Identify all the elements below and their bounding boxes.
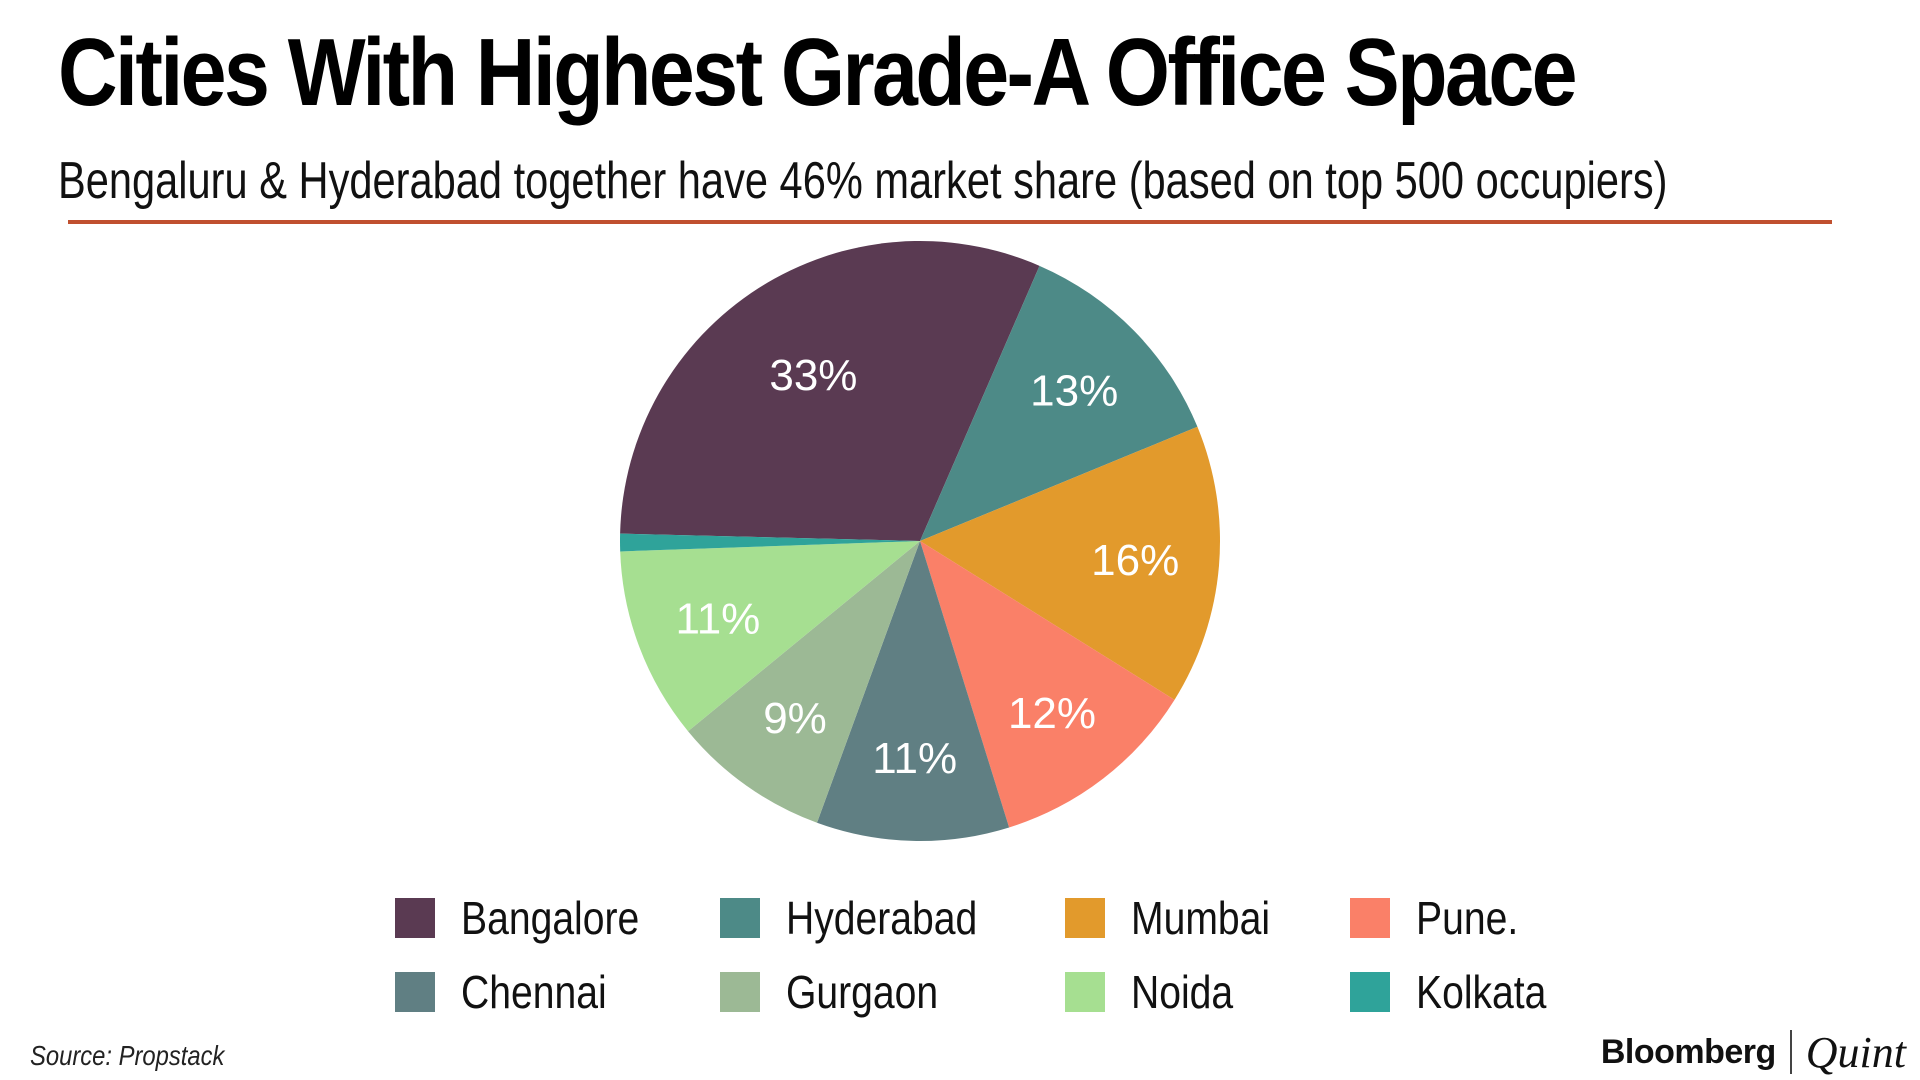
legend-label: Chennai bbox=[461, 966, 607, 1018]
pie-slice-noida bbox=[620, 541, 920, 732]
data-label-bangalore: 33% bbox=[769, 351, 857, 400]
pie-slice-hyderabad bbox=[920, 265, 1198, 541]
data-label-chennai: 11% bbox=[872, 734, 957, 783]
legend-item-noida: Noida bbox=[1065, 962, 1251, 1022]
data-label-noida: 11% bbox=[675, 594, 760, 643]
legend-label: Mumbai bbox=[1131, 892, 1271, 944]
pie-chart: 33% 13% 16% 12% 11% 9% 11% bbox=[619, 240, 1221, 842]
legend-label: Hyderabad bbox=[786, 892, 978, 944]
legend-label: Gurgaon bbox=[786, 966, 939, 1018]
pie-slice-gurgaon bbox=[688, 541, 920, 823]
pie-slice-kolkata bbox=[619, 533, 920, 552]
legend-swatch bbox=[1350, 972, 1390, 1012]
legend-label: Bangalore bbox=[461, 892, 640, 944]
pie-slice-mumbai bbox=[920, 426, 1221, 700]
legend-swatch bbox=[720, 898, 760, 938]
brand-bloomberg: Bloomberg bbox=[1600, 1032, 1776, 1071]
legend-swatch bbox=[395, 972, 435, 1012]
source-note: Source: Propstack bbox=[30, 1040, 225, 1071]
legend-item-pune: Pune. bbox=[1350, 888, 1536, 948]
brand-quint: Quint bbox=[1805, 1027, 1906, 1077]
chart-subtitle: Bengaluru & Hyderabad together have 46% … bbox=[58, 152, 1668, 210]
pie-slice-pune bbox=[920, 541, 1175, 828]
legend-swatch bbox=[1350, 898, 1390, 938]
legend-swatch bbox=[720, 972, 760, 1012]
pie-slice-chennai bbox=[817, 541, 1010, 842]
legend-label: Pune. bbox=[1416, 892, 1519, 944]
legend-label: Kolkata bbox=[1416, 966, 1547, 1018]
pie-slice-bangalore bbox=[620, 240, 1040, 541]
legend-swatch bbox=[1065, 972, 1105, 1012]
data-label-gurgaon: 9% bbox=[763, 694, 827, 743]
title-divider bbox=[68, 220, 1832, 224]
brand-divider bbox=[1789, 1030, 1792, 1074]
legend-swatch bbox=[395, 898, 435, 938]
data-label-hyderabad: 13% bbox=[1030, 367, 1118, 416]
legend-item-kolkata: Kolkata bbox=[1350, 962, 1569, 1022]
data-label-mumbai: 16% bbox=[1091, 536, 1179, 585]
brand-logo: Bloomberg Quint bbox=[1601, 1024, 1906, 1080]
legend-item-bangalore: Bangalore bbox=[395, 888, 671, 948]
legend-item-gurgaon: Gurgaon bbox=[720, 962, 965, 1022]
legend-item-mumbai: Mumbai bbox=[1065, 888, 1295, 948]
legend-label: Noida bbox=[1131, 966, 1234, 1018]
legend-item-hyderabad: Hyderabad bbox=[720, 888, 1011, 948]
legend-item-chennai: Chennai bbox=[395, 962, 632, 1022]
data-label-pune: 12% bbox=[1008, 689, 1096, 738]
legend-swatch bbox=[1065, 898, 1105, 938]
chart-title: Cities With Highest Grade-A Office Space bbox=[58, 19, 1578, 126]
